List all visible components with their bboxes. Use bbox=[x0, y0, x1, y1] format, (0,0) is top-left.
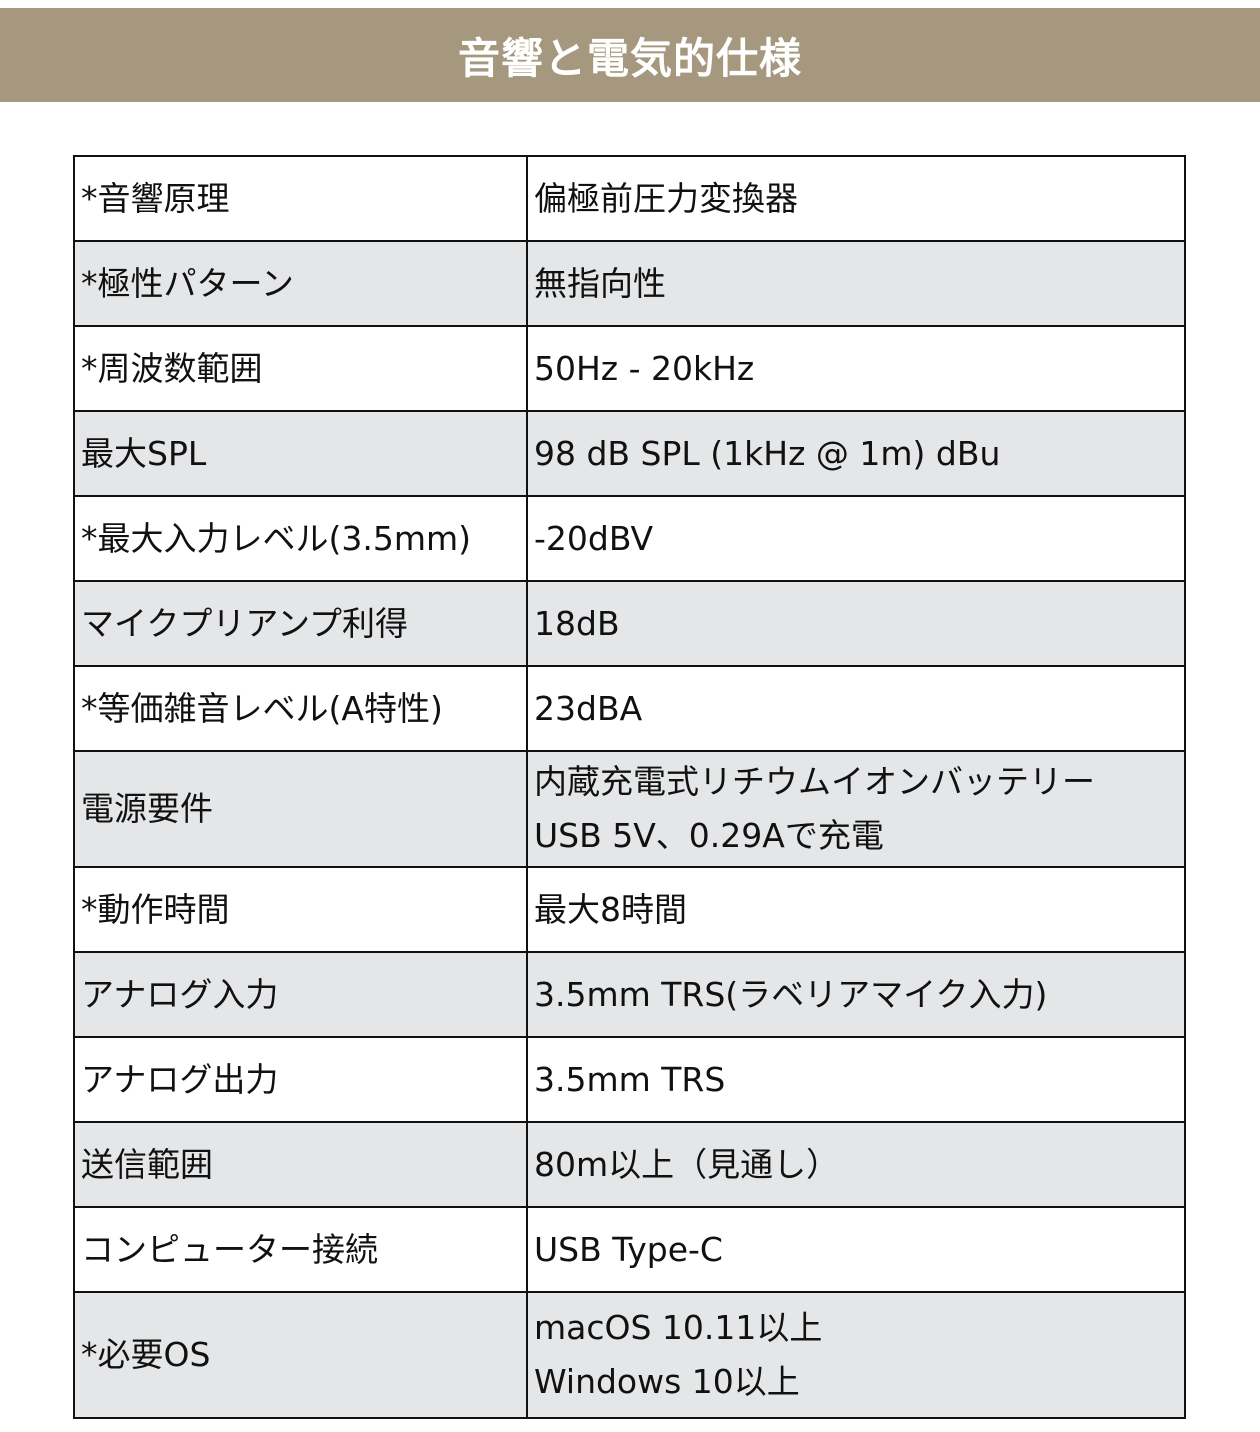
spec-value-line: USB Type-C bbox=[534, 1229, 723, 1269]
table-row: アナログ出力 3.5mm TRS bbox=[73, 1036, 1186, 1123]
spec-value: macOS 10.11以上 Windows 10以上 bbox=[526, 1291, 1186, 1419]
spec-value: 無指向性 bbox=[526, 240, 1186, 327]
table-row: 電源要件 内蔵充電式リチウムイオンバッテリー USB 5V、0.29Aで充電 bbox=[73, 750, 1186, 868]
spec-value: 内蔵充電式リチウムイオンバッテリー USB 5V、0.29Aで充電 bbox=[526, 750, 1186, 868]
table-row: *必要OS macOS 10.11以上 Windows 10以上 bbox=[73, 1291, 1186, 1419]
spec-label: アナログ出力 bbox=[73, 1036, 528, 1123]
spec-value-line: 18dB bbox=[534, 603, 620, 643]
spec-value: 98 dB SPL (1kHz @ 1m) dBu bbox=[526, 410, 1186, 497]
spec-label: *音響原理 bbox=[73, 155, 528, 242]
spec-label: *必要OS bbox=[73, 1291, 528, 1419]
spec-label: *動作時間 bbox=[73, 866, 528, 953]
spec-value-line: 80m以上（見通し） bbox=[534, 1144, 840, 1184]
spec-label: 送信範囲 bbox=[73, 1121, 528, 1208]
spec-table: *音響原理 偏極前圧力変換器 *極性パターン 無指向性 *周波数範囲 50Hz - 20k… bbox=[73, 155, 1186, 1419]
spec-value: 最大8時間 bbox=[526, 866, 1186, 953]
spec-value: 18dB bbox=[526, 580, 1186, 667]
spec-value: 偏極前圧力変換器 bbox=[526, 155, 1186, 242]
table-row: *等価雑音レベル(A特性) 23dBA bbox=[73, 665, 1186, 752]
spec-value: 23dBA bbox=[526, 665, 1186, 752]
spec-label: 最大SPL bbox=[73, 410, 528, 497]
spec-value-line: 最大8時間 bbox=[534, 889, 687, 929]
spec-value-line: 3.5mm TRS bbox=[534, 1059, 726, 1099]
spec-value: -20dBV bbox=[526, 495, 1186, 582]
spec-label: *最大入力レベル(3.5mm) bbox=[73, 495, 528, 582]
section-title: 音響と電気的仕様 bbox=[457, 33, 802, 83]
table-row: *最大入力レベル(3.5mm) -20dBV bbox=[73, 495, 1186, 582]
spec-value: USB Type-C bbox=[526, 1206, 1186, 1293]
spec-label: コンピューター接続 bbox=[73, 1206, 528, 1293]
spec-value: 80m以上（見通し） bbox=[526, 1121, 1186, 1208]
table-row: 最大SPL 98 dB SPL (1kHz @ 1m) dBu bbox=[73, 410, 1186, 497]
table-row: 送信範囲 80m以上（見通し） bbox=[73, 1121, 1186, 1208]
table-row: コンピューター接続 USB Type-C bbox=[73, 1206, 1186, 1293]
table-row: *極性パターン 無指向性 bbox=[73, 240, 1186, 327]
spec-value-line: 98 dB SPL (1kHz @ 1m) dBu bbox=[534, 433, 1001, 473]
spec-value-line: 偏極前圧力変換器 bbox=[534, 178, 798, 218]
section-banner: 音響と電気的仕様 bbox=[0, 8, 1260, 102]
spec-value-line: 3.5mm TRS(ラベリアマイク入力) bbox=[534, 974, 1048, 1014]
spec-value-line: macOS 10.11以上 bbox=[534, 1308, 823, 1347]
table-row: アナログ入力 3.5mm TRS(ラベリアマイク入力) bbox=[73, 951, 1186, 1038]
table-row: *動作時間 最大8時間 bbox=[73, 866, 1186, 953]
spec-label: *極性パターン bbox=[73, 240, 528, 327]
spec-value: 3.5mm TRS(ラベリアマイク入力) bbox=[526, 951, 1186, 1038]
spec-label: 電源要件 bbox=[73, 750, 528, 868]
spec-value: 3.5mm TRS bbox=[526, 1036, 1186, 1123]
spec-label: アナログ入力 bbox=[73, 951, 528, 1038]
spec-value-line: 内蔵充電式リチウムイオンバッテリー bbox=[534, 762, 1095, 801]
spec-value-line: 50Hz - 20kHz bbox=[534, 348, 755, 388]
spec-value-line: USB 5V、0.29Aで充電 bbox=[534, 816, 884, 855]
spec-label: マイクプリアンプ利得 bbox=[73, 580, 528, 667]
spec-value-line: -20dBV bbox=[534, 518, 654, 558]
spec-label: *等価雑音レベル(A特性) bbox=[73, 665, 528, 752]
spec-value-line: 23dBA bbox=[534, 688, 643, 728]
table-row: *周波数範囲 50Hz - 20kHz bbox=[73, 325, 1186, 412]
spec-value-line: Windows 10以上 bbox=[534, 1362, 800, 1401]
spec-label: *周波数範囲 bbox=[73, 325, 528, 412]
table-row: マイクプリアンプ利得 18dB bbox=[73, 580, 1186, 667]
spec-value-line: 無指向性 bbox=[534, 263, 666, 303]
table-row: *音響原理 偏極前圧力変換器 bbox=[73, 155, 1186, 242]
spec-value: 50Hz - 20kHz bbox=[526, 325, 1186, 412]
